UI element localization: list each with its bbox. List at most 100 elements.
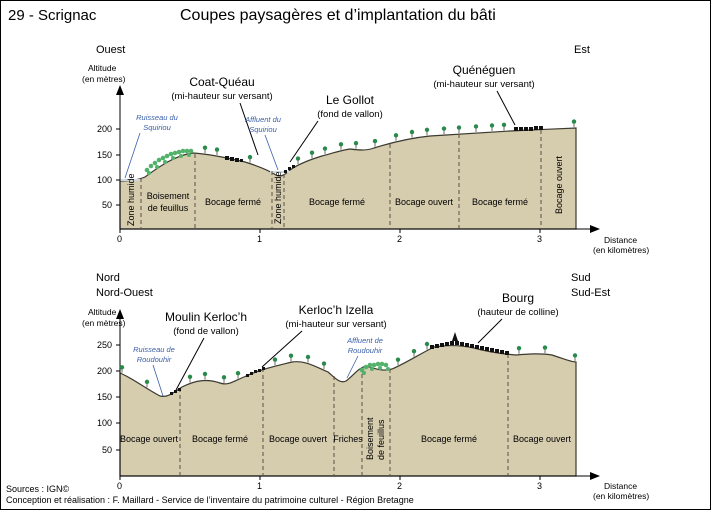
zone-label: Bocage fermé bbox=[421, 434, 477, 444]
tree-icon bbox=[247, 154, 253, 160]
zone-label: Bocage fermé bbox=[205, 197, 261, 207]
y-tick-label: 150 bbox=[97, 392, 112, 402]
tree-icon bbox=[187, 374, 193, 380]
tree-icon bbox=[221, 375, 227, 380]
tree-icon bbox=[409, 129, 415, 135]
place-name: Moulin Kerloc’h bbox=[165, 310, 247, 324]
church-spire-icon bbox=[452, 332, 458, 341]
place-name: Coat-Quéau bbox=[189, 75, 254, 89]
water-leader bbox=[264, 134, 279, 171]
hamlet-bourg bbox=[430, 332, 509, 355]
y-ticks-2: 50 100 150 200 250 bbox=[97, 340, 120, 455]
x-tick-label: 3 bbox=[537, 481, 542, 491]
profile-2: Nord Nord-Ouest Sud Sud-Est Altitude (en… bbox=[82, 272, 649, 501]
place-note: (mi-hauteur sur versant) bbox=[285, 319, 386, 330]
x-tick-label: 0 bbox=[117, 234, 122, 244]
y-tick-label: 100 bbox=[97, 175, 112, 185]
x-axis-label: Distance bbox=[604, 481, 637, 491]
x-axis-unit: (en kilomètres) bbox=[593, 491, 649, 501]
trees-2 bbox=[119, 341, 578, 388]
zone-label: Boisement bbox=[147, 191, 190, 201]
y-axis-label: Altitude bbox=[88, 307, 117, 317]
zone-label: Zone humide bbox=[126, 173, 136, 226]
zone-label: Bocage ouvert bbox=[120, 434, 179, 444]
orientation-north: Nord bbox=[96, 272, 120, 284]
x-axis-unit: (en kilomètres) bbox=[593, 245, 649, 255]
leader-line bbox=[175, 337, 205, 391]
hamlet-le-gollot bbox=[284, 165, 295, 173]
forest-band-2 bbox=[359, 361, 390, 375]
x-axis-label: Distance bbox=[604, 235, 637, 245]
tree-icon bbox=[516, 346, 522, 351]
leader-line bbox=[496, 90, 516, 126]
zone-label: Zone humide bbox=[273, 171, 283, 224]
x-tick-label: 2 bbox=[397, 234, 402, 244]
zone-label: Bocage fermé bbox=[192, 434, 248, 444]
tree-icon bbox=[338, 142, 344, 147]
tree-icon bbox=[288, 353, 294, 358]
zone-dividers-1 bbox=[140, 130, 542, 229]
y-tick-label: 250 bbox=[97, 340, 112, 350]
place-name: Bourg bbox=[502, 291, 534, 305]
place-note: (fond de vallon) bbox=[317, 109, 382, 120]
leader-line bbox=[289, 120, 319, 163]
water-label: Ruisseau de bbox=[133, 345, 175, 354]
place-note: (mi-hauteur sur versant) bbox=[433, 79, 534, 90]
tree-icon bbox=[235, 370, 241, 376]
place-note: (hauteur de colline) bbox=[477, 307, 558, 318]
zone-label: Friches bbox=[333, 434, 363, 444]
place-note: (mi-hauteur sur versant) bbox=[171, 91, 272, 102]
hamlet-queneguen bbox=[514, 126, 543, 131]
zone-label: Bocage ouvert bbox=[513, 434, 572, 444]
orientation-south-east: Sud-Est bbox=[571, 287, 610, 299]
place-name: Quénéguen bbox=[453, 63, 516, 77]
y-tick-label: 50 bbox=[102, 200, 112, 210]
trees-1 bbox=[202, 119, 577, 165]
zone-label: Boisement bbox=[365, 417, 375, 460]
tree-icon bbox=[372, 138, 378, 144]
tree-icon bbox=[571, 119, 577, 124]
leader-line bbox=[477, 318, 503, 344]
y-tick-label: 200 bbox=[97, 366, 112, 376]
leader-line bbox=[261, 330, 303, 368]
tree-icon bbox=[572, 353, 578, 358]
orientation-west: Ouest bbox=[96, 44, 125, 56]
tree-icon bbox=[424, 341, 430, 347]
y-axis-unit: (en mètres) bbox=[82, 318, 126, 328]
zone-dividers-2 bbox=[179, 354, 509, 476]
y-tick-label: 150 bbox=[97, 150, 112, 160]
tree-icon bbox=[393, 133, 399, 138]
credits: Conception et réalisation : F. Maillard … bbox=[6, 495, 414, 505]
y-tick-label: 100 bbox=[97, 418, 112, 428]
x-tick-label: 1 bbox=[257, 234, 262, 244]
place-note: (fond de vallon) bbox=[173, 326, 238, 337]
y-axis-unit: (en mètres) bbox=[82, 74, 126, 84]
tree-icon bbox=[202, 145, 208, 150]
terrain-profile-2 bbox=[119, 345, 577, 477]
leader-line bbox=[239, 102, 259, 156]
page-title: Coupes paysagères et d’implantation du b… bbox=[180, 7, 496, 24]
y-tick-label: 50 bbox=[102, 445, 112, 455]
tree-icon bbox=[322, 146, 328, 151]
tree-icon bbox=[119, 365, 125, 370]
tree-icon bbox=[295, 156, 301, 161]
tree-icon bbox=[473, 124, 479, 129]
orientation-east: Est bbox=[574, 44, 590, 56]
water-label: Affluent de bbox=[346, 336, 383, 345]
x-axis-arrow-2 bbox=[590, 472, 600, 480]
y-ticks-1: 50 100 150 200 bbox=[97, 124, 120, 210]
tree-icon bbox=[542, 345, 548, 350]
zone-label: Bocage fermé bbox=[472, 197, 528, 207]
zone-label: Bocage ouvert bbox=[269, 434, 328, 444]
tree-icon bbox=[305, 354, 311, 360]
tree-icon bbox=[353, 140, 359, 146]
tree-icon bbox=[456, 125, 462, 130]
zone-label: Bocage fermé bbox=[309, 197, 365, 207]
orientation-north-west: Nord-Ouest bbox=[96, 287, 153, 299]
tree-icon bbox=[411, 349, 417, 354]
place-name: Kerloc’h Izella bbox=[299, 303, 374, 317]
x-tick-label: 2 bbox=[397, 481, 402, 491]
water-leader bbox=[346, 355, 359, 379]
tree-icon bbox=[321, 361, 327, 366]
